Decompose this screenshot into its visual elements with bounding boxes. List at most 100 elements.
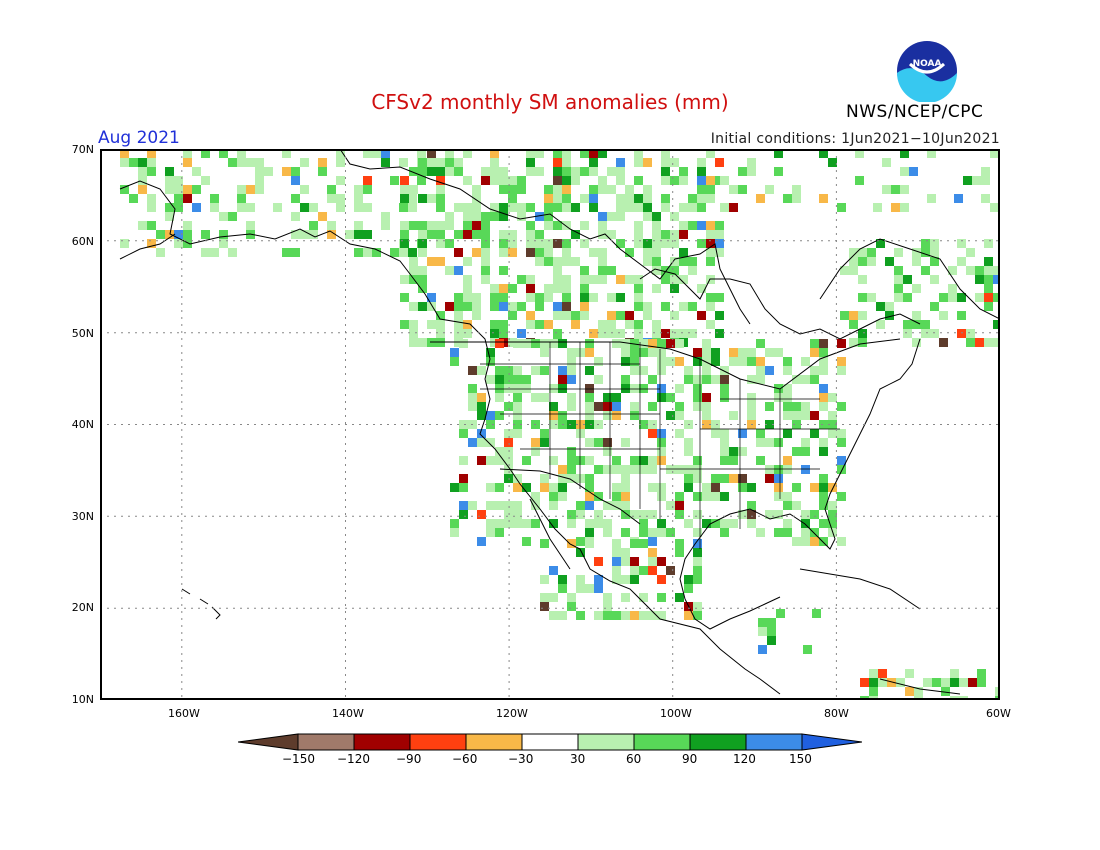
anomaly-cell (882, 158, 891, 167)
anomaly-cell (702, 492, 711, 501)
anomaly-cell (693, 611, 702, 620)
anomaly-cell (693, 575, 702, 584)
anomaly-cell (517, 176, 526, 185)
anomaly-cell (336, 194, 345, 203)
anomaly-cell (400, 320, 409, 329)
anomaly-cell (594, 575, 603, 584)
anomaly-cell (828, 510, 837, 519)
anomaly-cell (576, 548, 585, 557)
anomaly-cell (693, 456, 702, 465)
colorbar-label-n60: −60 (452, 752, 478, 766)
anomaly-cell (801, 447, 810, 456)
anomaly-cell (490, 176, 499, 185)
anomaly-cell (720, 519, 729, 528)
anomaly-cell (837, 438, 846, 447)
anomaly-cell (463, 149, 472, 158)
anomaly-cell (612, 411, 621, 420)
anomaly-cell (526, 230, 535, 239)
anomaly-cell (621, 548, 630, 557)
anomaly-cell (688, 203, 697, 212)
anomaly-cell (858, 275, 867, 284)
anomaly-cell (867, 293, 876, 302)
anomaly-cell (567, 465, 576, 474)
anomaly-cell (513, 519, 522, 528)
lat-label-20n: 20N (71, 601, 94, 614)
anomaly-cell (508, 284, 517, 293)
anomaly-cell (381, 149, 390, 158)
anomaly-cell (540, 348, 549, 357)
anomaly-cell (418, 284, 427, 293)
anomaly-cell (363, 248, 372, 257)
anomaly-cell (869, 678, 878, 687)
anomaly-cell (810, 537, 819, 546)
anomaly-cell (702, 402, 711, 411)
anomaly-cell (612, 465, 621, 474)
anomaly-cell (576, 575, 585, 584)
anomaly-cell (783, 402, 792, 411)
anomaly-cell (486, 456, 495, 465)
anomaly-cell (634, 230, 643, 239)
anomaly-cell (900, 167, 909, 176)
anomaly-cell (120, 185, 129, 194)
anomaly-cell (540, 593, 549, 602)
anomaly-cell (607, 293, 616, 302)
lat-label-40n: 40N (71, 418, 94, 431)
anomaly-cell (657, 492, 666, 501)
anomaly-cell (576, 501, 585, 510)
anomaly-cell (513, 393, 522, 402)
anomaly-cell (255, 167, 264, 176)
anomaly-cell (792, 185, 801, 194)
anomaly-cell (481, 230, 490, 239)
valid-month-label: Aug 2021 (98, 128, 180, 148)
anomaly-cell (540, 339, 549, 348)
anomaly-cell (688, 257, 697, 266)
anomaly-cell (684, 519, 693, 528)
anomaly-cell (840, 311, 849, 320)
anomaly-cell (630, 557, 639, 566)
anomaly-cell (481, 275, 490, 284)
anomaly-cell (652, 212, 661, 221)
anomaly-cell (747, 519, 756, 528)
anomaly-cell (576, 611, 585, 620)
anomaly-cell (670, 239, 679, 248)
lon-label-80w: 80W (824, 707, 849, 720)
anomaly-cell (535, 257, 544, 266)
anomaly-cell (630, 339, 639, 348)
anomaly-cell (639, 519, 648, 528)
anomaly-cell (648, 566, 657, 575)
anomaly-cell (445, 239, 454, 248)
anomaly-cell (993, 320, 1000, 329)
anomaly-cell (427, 158, 436, 167)
anomaly-cell (544, 257, 553, 266)
anomaly-cells (120, 149, 1000, 700)
anomaly-cell (758, 627, 767, 636)
anomaly-cell (738, 447, 747, 456)
anomaly-cell (652, 266, 661, 275)
anomaly-cell (729, 474, 738, 483)
anomaly-cell (436, 221, 445, 230)
anomaly-cell (747, 375, 756, 384)
anomaly-cell (540, 429, 549, 438)
anomaly-cell (544, 293, 553, 302)
anomaly-cell (603, 402, 612, 411)
anomaly-cell (363, 149, 372, 158)
anomaly-cell (894, 284, 903, 293)
anomaly-cell (729, 203, 738, 212)
anomaly-cell (549, 593, 558, 602)
anomaly-cell (903, 320, 912, 329)
anomaly-cell (445, 302, 454, 311)
anomaly-cell (801, 519, 810, 528)
anomaly-cell (697, 185, 706, 194)
anomaly-cell (930, 239, 939, 248)
anomaly-cell (729, 357, 738, 366)
anomaly-cell (783, 501, 792, 510)
anomaly-cell (553, 221, 562, 230)
anomaly-cell (558, 366, 567, 375)
anomaly-cell (540, 393, 549, 402)
anomaly-cell (147, 221, 156, 230)
anomaly-cell (792, 402, 801, 411)
anomaly-cell (819, 402, 828, 411)
anomaly-cell (639, 420, 648, 429)
anomaly-cell (558, 465, 567, 474)
anomaly-cell (513, 483, 522, 492)
